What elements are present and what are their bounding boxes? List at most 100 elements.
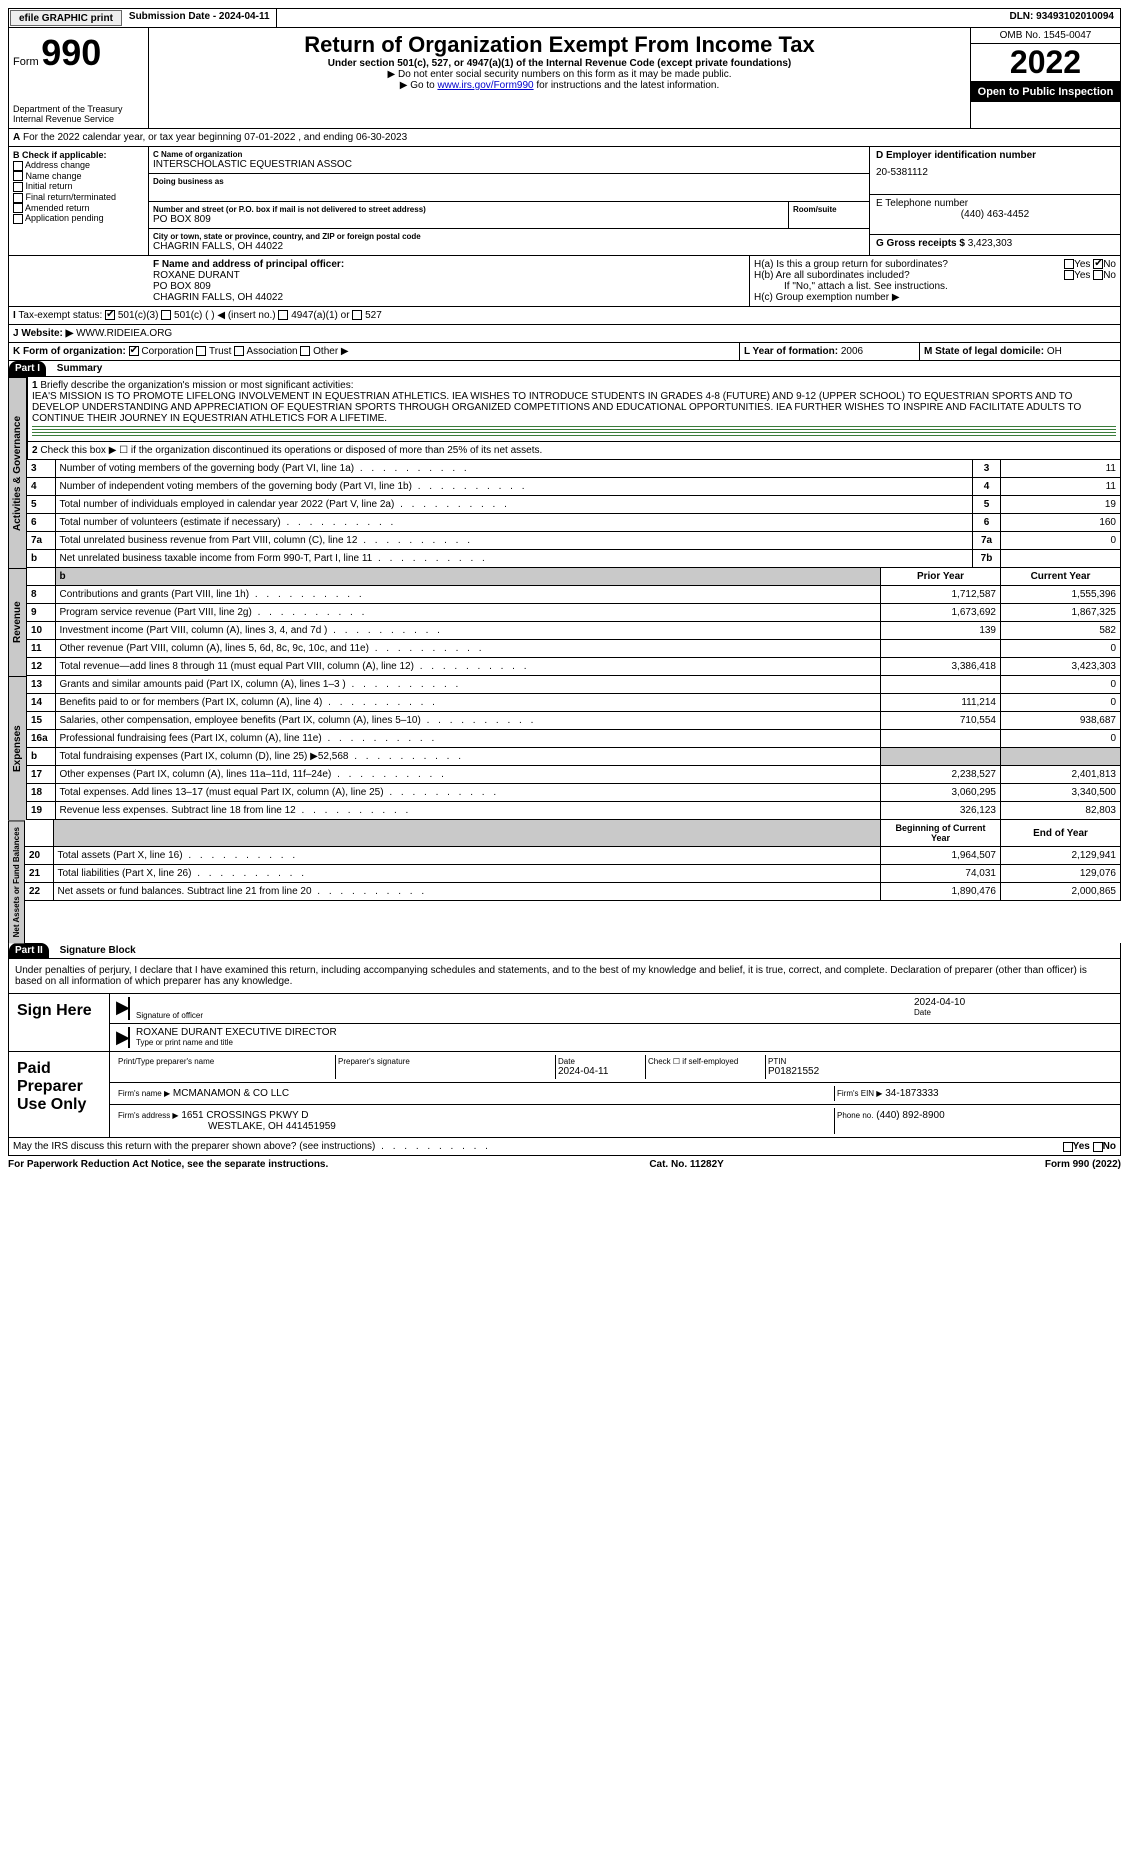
527-checkbox[interactable] <box>352 310 362 320</box>
irs-link[interactable]: www.irs.gov/Form990 <box>437 80 533 91</box>
4947-checkbox[interactable] <box>278 310 288 320</box>
section-m: M State of legal domicile: OH <box>920 343 1120 360</box>
dept-treasury: Department of the Treasury Internal Reve… <box>13 104 144 124</box>
form-header: Form 990 Department of the Treasury Inte… <box>8 28 1121 129</box>
ha-yes-checkbox[interactable] <box>1064 259 1074 269</box>
section-j: J Website: ▶ WWW.RIDEIEA.ORG <box>8 325 1121 343</box>
sig-arrow-icon: ▶ <box>116 997 130 1020</box>
expenses-section: Expenses 13Grants and similar amounts pa… <box>8 676 1121 820</box>
form-number: 990 <box>41 32 101 73</box>
table-row: 11Other revenue (Part VIII, column (A), … <box>27 640 1121 658</box>
section-ij: I Tax-exempt status: 501(c)(3) 501(c) ( … <box>8 307 1121 325</box>
dln: DLN: 93493102010094 <box>1003 9 1120 27</box>
table-row: 12Total revenue—add lines 8 through 11 (… <box>27 658 1121 676</box>
efile-print-button[interactable]: efile GRAPHIC print <box>10 10 122 26</box>
mission-text: IEA'S MISSION IS TO PROMOTE LIFELONG INV… <box>32 391 1081 424</box>
ein: 20-5381112 <box>876 161 1114 178</box>
preparer-date: 2024-04-11 <box>558 1066 643 1077</box>
section-l: L Year of formation: 2006 <box>740 343 920 360</box>
hb-yes-checkbox[interactable] <box>1064 270 1074 280</box>
netassets-section: Net Assets or Fund Balances Beginning of… <box>8 820 1121 943</box>
sign-here-label: Sign Here <box>9 994 109 1051</box>
ssn-warning: Do not enter social security numbers on … <box>153 69 966 80</box>
part-ii-bar: Part II Signature Block <box>8 943 1121 959</box>
table-row: 9Program service revenue (Part VIII, lin… <box>27 604 1121 622</box>
expenses-table: 13Grants and similar amounts paid (Part … <box>27 676 1121 820</box>
header-center: Return of Organization Exempt From Incom… <box>149 28 970 128</box>
self-employed-check[interactable]: Check ☐ if self-employed <box>646 1055 766 1079</box>
form-subtitle: Under section 501(c), 527, or 4947(a)(1)… <box>153 58 966 69</box>
netassets-header-row: Beginning of Current Year End of Year <box>25 820 1121 847</box>
name-change-checkbox[interactable] <box>13 171 23 181</box>
org-name: INTERSCHOLASTIC EQUESTRIAN ASSOC <box>153 159 865 170</box>
section-fh: F Name and address of principal officer:… <box>8 256 1121 307</box>
other-checkbox[interactable] <box>300 346 310 356</box>
governance-table: 3Number of voting members of the governi… <box>27 460 1121 568</box>
paid-preparer-label: Paid Preparer Use Only <box>9 1052 109 1137</box>
initial-return-checkbox[interactable] <box>13 182 23 192</box>
application-pending-checkbox[interactable] <box>13 214 23 224</box>
hb-no-checkbox[interactable] <box>1093 270 1103 280</box>
officer-name: ROXANE DURANT <box>153 270 745 281</box>
table-row: 13Grants and similar amounts paid (Part … <box>27 676 1121 694</box>
final-return-checkbox[interactable] <box>13 193 23 203</box>
side-expenses: Expenses <box>8 676 27 820</box>
form-word: Form <box>13 56 39 68</box>
paid-preparer-row: Paid Preparer Use Only Print/Type prepar… <box>8 1052 1121 1138</box>
netassets-table: Beginning of Current Year End of Year 20… <box>25 820 1121 901</box>
section-klm: K Form of organization: Corporation Trus… <box>8 343 1121 361</box>
side-activities-governance: Activities & Governance <box>8 377 27 568</box>
telephone: (440) 463-4452 <box>876 209 1114 220</box>
website: WWW.RIDEIEA.ORG <box>76 328 172 339</box>
sig-date: 2024-04-10 <box>914 997 1114 1008</box>
sign-here-row: Sign Here ▶ Signature of officer 2024-04… <box>8 994 1121 1052</box>
table-row: bTotal fundraising expenses (Part IX, co… <box>27 748 1121 766</box>
corporation-checkbox[interactable] <box>129 346 139 356</box>
table-row: 18Total expenses. Add lines 13–17 (must … <box>27 784 1121 802</box>
table-row: 10Investment income (Part VIII, column (… <box>27 622 1121 640</box>
open-public-badge: Open to Public Inspection <box>971 82 1120 102</box>
association-checkbox[interactable] <box>234 346 244 356</box>
table-row: 19Revenue less expenses. Subtract line 1… <box>27 802 1121 820</box>
declaration-text: Under penalties of perjury, I declare th… <box>8 959 1121 994</box>
page-footer: For Paperwork Reduction Act Notice, see … <box>8 1156 1121 1173</box>
revenue-header-row: b Prior Year Current Year <box>27 568 1121 586</box>
amended-return-checkbox[interactable] <box>13 203 23 213</box>
header-right: OMB No. 1545-0047 2022 Open to Public In… <box>970 28 1120 128</box>
discuss-yes-checkbox[interactable] <box>1063 1142 1073 1152</box>
header-left: Form 990 Department of the Treasury Inte… <box>9 28 149 128</box>
discuss-no-checkbox[interactable] <box>1093 1142 1103 1152</box>
section-h: H(a) Is this a group return for subordin… <box>750 256 1120 306</box>
trust-checkbox[interactable] <box>196 346 206 356</box>
submission-date: Submission Date - 2024-04-11 <box>123 9 277 27</box>
section-i: I Tax-exempt status: 501(c)(3) 501(c) ( … <box>9 307 1120 324</box>
table-row: 20Total assets (Part X, line 16)1,964,50… <box>25 847 1121 865</box>
501c-checkbox[interactable] <box>161 310 171 320</box>
hc-label: H(c) Group exemption number ▶ <box>754 292 1116 303</box>
street-address: PO BOX 809 <box>153 214 784 225</box>
address-change-checkbox[interactable] <box>13 161 23 171</box>
discuss-line: May the IRS discuss this return with the… <box>8 1138 1121 1156</box>
side-revenue: Revenue <box>8 568 27 676</box>
tax-year: 2022 <box>971 44 1120 82</box>
501c3-checkbox[interactable] <box>105 310 115 320</box>
table-row: 14Benefits paid to or for members (Part … <box>27 694 1121 712</box>
table-row: 7aTotal unrelated business revenue from … <box>27 532 1121 550</box>
activities-governance: Activities & Governance 1 Briefly descri… <box>8 377 1121 568</box>
revenue-table: b Prior Year Current Year 8Contributions… <box>27 568 1121 676</box>
line-1: 1 Briefly describe the organization's mi… <box>27 377 1121 442</box>
section-b: B Check if applicable: Address change Na… <box>9 147 149 255</box>
section-c: C Name of organization INTERSCHOLASTIC E… <box>149 147 870 255</box>
firm-name: MCMANAMON & CO LLC <box>173 1088 289 1099</box>
line-a: A For the 2022 calendar year, or tax yea… <box>8 129 1121 147</box>
form-title: Return of Organization Exempt From Incom… <box>153 32 966 58</box>
ptin: P01821552 <box>768 1066 1112 1077</box>
table-row: 17Other expenses (Part IX, column (A), l… <box>27 766 1121 784</box>
ha-no-checkbox[interactable] <box>1093 259 1103 269</box>
line-2: 2 Check this box ▶ ☐ if the organization… <box>27 442 1121 460</box>
firm-phone: (440) 892-8900 <box>876 1110 944 1121</box>
table-row: bNet unrelated business taxable income f… <box>27 550 1121 568</box>
table-row: 22Net assets or fund balances. Subtract … <box>25 883 1121 901</box>
table-row: 5Total number of individuals employed in… <box>27 496 1121 514</box>
table-row: 16aProfessional fundraising fees (Part I… <box>27 730 1121 748</box>
